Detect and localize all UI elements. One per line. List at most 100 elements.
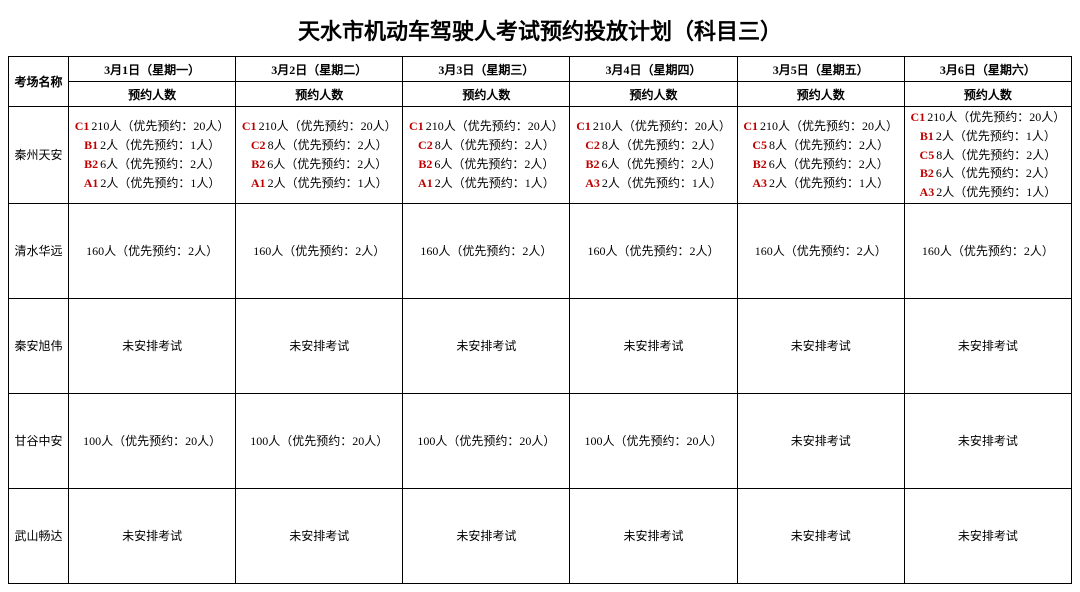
license-code: B2	[753, 157, 767, 171]
quota-text: 8人（优先预约：2人）	[769, 138, 889, 152]
quota-text: 160人（优先预约：2人）	[588, 243, 720, 260]
schedule-cell: 未安排考试	[236, 488, 403, 583]
venue-name: 秦州天安	[9, 107, 69, 204]
date-header: 3月4日（星期四）	[570, 57, 737, 82]
license-code: C1	[75, 119, 90, 133]
quota-text: 210人（优先预约：20人）	[259, 119, 397, 133]
table-body: 秦州天安C1210人（优先预约：20人）B12人（优先预约：1人）B26人（优先…	[9, 107, 1072, 584]
schedule-cell: 未安排考试	[737, 488, 904, 583]
sub-header: 预约人数	[737, 82, 904, 107]
quota-text: 100人（优先预约：20人）	[585, 433, 723, 450]
no-exam-text: 未安排考试	[791, 433, 851, 450]
date-header: 3月5日（星期五）	[737, 57, 904, 82]
table-row: 清水华远160人（优先预约：2人）160人（优先预约：2人）160人（优先预约：…	[9, 203, 1072, 298]
license-code: C1	[242, 119, 257, 133]
quota-text: 2人（优先预约：1人）	[602, 176, 722, 190]
quota-text: 8人（优先预约：2人）	[435, 138, 555, 152]
no-exam-text: 未安排考试	[456, 528, 516, 545]
quota-text: 2人（优先预约：1人）	[769, 176, 889, 190]
schedule-cell: C1210人（优先预约：20人）C58人（优先预约：2人）B26人（优先预约：2…	[737, 107, 904, 204]
schedule-cell: 100人（优先预约：20人）	[403, 393, 570, 488]
quota-entry: A32人（优先预约：1人）	[585, 175, 722, 192]
no-exam-text: 未安排考试	[289, 338, 349, 355]
schedule-cell: C1210人（优先预约：20人）C28人（优先预约：2人）B26人（优先预约：2…	[570, 107, 737, 204]
schedule-cell: 未安排考试	[737, 298, 904, 393]
quota-text: 2人（优先预约：1人）	[936, 129, 1056, 143]
license-code: C1	[576, 119, 591, 133]
no-exam-text: 未安排考试	[122, 528, 182, 545]
quota-entry: C1210人（优先预约：20人）	[576, 118, 731, 135]
no-exam-text: 未安排考试	[958, 528, 1018, 545]
license-code: C5	[920, 148, 935, 162]
schedule-cell: 160人（优先预约：2人）	[570, 203, 737, 298]
quota-text: 160人（优先预约：2人）	[922, 243, 1054, 260]
schedule-cell: 未安排考试	[236, 298, 403, 393]
license-code: A3	[585, 176, 600, 190]
table-row: 甘谷中安 100人（优先预约：20人） 100人（优先预约：20人） 100人（优先预…	[9, 393, 1072, 488]
schedule-table: 考场名称 3月1日（星期一） 3月2日（星期二） 3月3日（星期三） 3月4日（…	[8, 56, 1072, 584]
quota-text: 2人（优先预约：1人）	[268, 176, 388, 190]
quota-text: 160人（优先预约：2人）	[86, 243, 218, 260]
quota-entry: B12人（优先预约：1人）	[84, 137, 220, 154]
schedule-cell: 160人（优先预约：2人）	[236, 203, 403, 298]
quota-entry: A12人（优先预约：1人）	[251, 175, 388, 192]
license-code: A1	[418, 176, 433, 190]
table-row: 秦州天安C1210人（优先预约：20人）B12人（优先预约：1人）B26人（优先…	[9, 107, 1072, 204]
quota-text: 8人（优先预约：2人）	[268, 138, 388, 152]
quota-text: 2人（优先预约：1人）	[100, 138, 220, 152]
date-header: 3月1日（星期一）	[69, 57, 236, 82]
quota-entry: C1210人（优先预约：20人）	[242, 118, 397, 135]
quota-entry: A12人（优先预约：1人）	[418, 175, 555, 192]
sub-header: 预约人数	[69, 82, 236, 107]
schedule-cell: 未安排考试	[69, 488, 236, 583]
quota-text: 160人（优先预约：2人）	[253, 243, 385, 260]
schedule-cell: 未安排考试	[403, 488, 570, 583]
sub-header: 预约人数	[904, 82, 1071, 107]
quota-text: 6人（优先预约：2人）	[267, 157, 387, 171]
schedule-cell: 160人（优先预约：2人）	[403, 203, 570, 298]
quota-text: 6人（优先预约：2人）	[769, 157, 889, 171]
license-code: A3	[752, 176, 767, 190]
license-code: C1	[409, 119, 424, 133]
quota-text: 2人（优先预约：1人）	[936, 185, 1056, 199]
quota-entry: C1210人（优先预约：20人）	[409, 118, 564, 135]
sub-header: 预约人数	[570, 82, 737, 107]
quota-entry: C1210人（优先预约：20人）	[743, 118, 898, 135]
venue-name: 甘谷中安	[9, 393, 69, 488]
schedule-cell: 160人（优先预约：2人）	[904, 203, 1071, 298]
quota-entry: C58人（优先预约：2人）	[920, 147, 1057, 164]
quota-entry: B26人（优先预约：2人）	[418, 156, 554, 173]
license-code: B2	[84, 157, 98, 171]
license-code: B2	[418, 157, 432, 171]
license-code: A1	[84, 176, 99, 190]
schedule-cell: 160人（优先预约：2人）	[737, 203, 904, 298]
date-header: 3月2日（星期二）	[236, 57, 403, 82]
schedule-cell: 未安排考试	[69, 298, 236, 393]
table-head: 考场名称 3月1日（星期一） 3月2日（星期二） 3月3日（星期三） 3月4日（…	[9, 57, 1072, 107]
quota-text: 6人（优先预约：2人）	[434, 157, 554, 171]
license-code: B1	[84, 138, 98, 152]
quota-text: 100人（优先预约：20人）	[417, 433, 555, 450]
table-row: 秦安旭伟未安排考试未安排考试未安排考试未安排考试未安排考试未安排考试	[9, 298, 1072, 393]
no-exam-text: 未安排考试	[958, 338, 1018, 355]
quota-text: 6人（优先预约：2人）	[936, 166, 1056, 180]
no-exam-text: 未安排考试	[289, 528, 349, 545]
schedule-cell: 未安排考试	[737, 393, 904, 488]
license-code: B2	[920, 166, 934, 180]
schedule-cell: C1210人（优先预约：20人）B12人（优先预约：1人）B26人（优先预约：2…	[69, 107, 236, 204]
license-code: B2	[251, 157, 265, 171]
table-row: 武山畅达未安排考试未安排考试未安排考试未安排考试未安排考试未安排考试	[9, 488, 1072, 583]
sub-header: 预约人数	[403, 82, 570, 107]
quota-entry: A12人（优先预约：1人）	[84, 175, 221, 192]
quota-entry: B12人（优先预约：1人）	[920, 128, 1056, 145]
no-exam-text: 未安排考试	[456, 338, 516, 355]
quota-text: 2人（优先预约：1人）	[100, 176, 220, 190]
schedule-cell: 100人（优先预约：20人）	[69, 393, 236, 488]
quota-text: 160人（优先预约：2人）	[755, 243, 887, 260]
quota-entry: A32人（优先预约：1人）	[752, 175, 889, 192]
no-exam-text: 未安排考试	[791, 338, 851, 355]
quota-entry: B26人（优先预约：2人）	[84, 156, 220, 173]
quota-text: 100人（优先预约：20人）	[83, 433, 221, 450]
quota-entry: C1210人（优先预约：20人）	[75, 118, 230, 135]
license-code: A3	[920, 185, 935, 199]
